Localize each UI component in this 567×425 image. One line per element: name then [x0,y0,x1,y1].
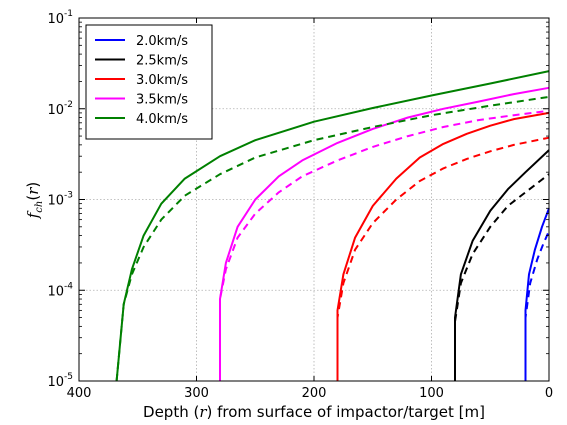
legend-label: 2.0km/s [136,34,188,49]
legend: 2.0km/s 2.5km/s 3.0km/s 3.5km/s 4.0km/s [85,24,213,140]
x-tick-label: 200 [302,386,327,401]
x-axis-label: Depth (r) from surface of impactor/targe… [143,403,485,421]
x-tick-label: 300 [184,386,209,401]
series-line-solid [524,207,550,381]
y-tick-label: 10-2 [47,100,73,118]
legend-label: 3.5km/s [136,93,188,108]
series-lines [115,70,550,382]
legend-label: 3.0km/s [136,73,188,88]
legend-label: 2.5km/s [136,54,188,69]
series-line-solid [219,86,550,381]
x-tick-label: 400 [67,386,92,401]
series-line-solid [115,70,550,382]
series-line-dashed [219,109,550,381]
y-tick-label: 10-1 [47,9,73,27]
ticks [78,17,550,382]
series-line-solid [336,111,550,381]
y-axis-label: fch(r) [24,182,45,220]
tick-labels: 400 300 200 100 0 10-5 10-4 10-3 10-2 10-1 [47,9,553,401]
x-tick-label: 0 [545,386,553,401]
legend-box [85,24,213,140]
series-line-dashed [115,95,550,382]
y-tick-label: 10-5 [47,372,73,390]
y-tick-label: 10-3 [47,191,73,209]
y-tick-label: 10-4 [47,281,73,299]
x-tick-label: 100 [419,386,444,401]
series-line-solid [454,149,550,381]
legend-label: 4.0km/s [136,112,188,127]
